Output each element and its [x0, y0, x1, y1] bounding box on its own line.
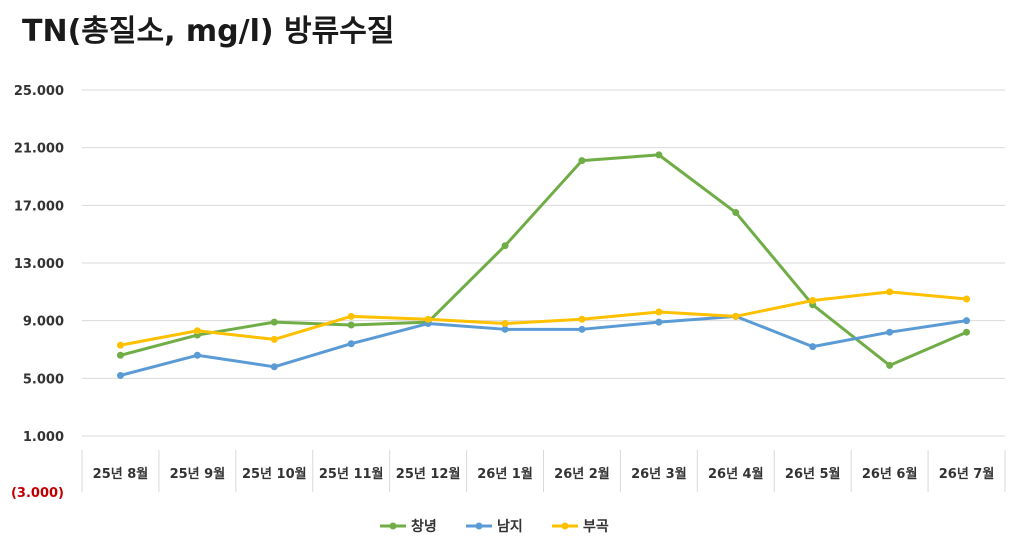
data-point [193, 327, 201, 335]
data-point [732, 312, 740, 320]
data-point [655, 151, 663, 159]
series-line [118, 314, 969, 377]
series-lines [116, 151, 971, 379]
x-tick-label: 25년 8월 [93, 466, 149, 482]
legend-label: 부곡 [583, 519, 609, 535]
y-tick-label: 25.000 [14, 84, 64, 99]
y-tick-label: 13.000 [14, 257, 64, 272]
data-point [578, 325, 586, 333]
legend: 창녕 남지 부곡 [380, 518, 609, 535]
data-point [963, 328, 971, 336]
data-point [578, 315, 586, 323]
data-point [809, 343, 817, 351]
data-point [501, 320, 509, 328]
x-tick-label: 26년 2월 [554, 466, 610, 482]
legend-label: 창녕 [411, 518, 437, 535]
x-axis-tick-labels: 25년 8월 25년 9월 25년 10월 25년 11월 25년 12월 26년 1월 2… [93, 466, 995, 482]
legend-label: 남지 [497, 518, 523, 535]
data-point [501, 325, 509, 333]
legend-item: 창녕 [380, 518, 437, 535]
data-point [886, 288, 894, 296]
data-point [886, 361, 894, 369]
data-point [578, 157, 586, 165]
y-tick-label: 9.000 [23, 315, 64, 330]
data-point [501, 242, 509, 250]
legend-item: 남지 [466, 518, 523, 535]
legend-swatch-marker [389, 522, 397, 530]
data-point [116, 341, 124, 349]
data-point [655, 318, 663, 326]
x-tick-label: 25년 9월 [170, 466, 226, 482]
x-tick-label: 26년 3월 [631, 466, 687, 482]
x-tick-label: 26년 4월 [708, 466, 764, 482]
grid-lines [81, 89, 1006, 492]
y-tick-label: 17.000 [14, 199, 64, 214]
data-point [809, 296, 817, 304]
data-point [886, 328, 894, 336]
data-point [347, 321, 355, 329]
legend-swatch-marker [475, 522, 483, 530]
y-tick-label: 21.000 [14, 142, 64, 157]
y-tick-label: 5.000 [23, 372, 64, 387]
data-point [347, 312, 355, 320]
x-tick-label: 26년 6월 [862, 466, 918, 482]
data-point [655, 308, 663, 316]
data-point [270, 363, 278, 371]
series-line [118, 290, 969, 347]
x-tick-label: 26년 7월 [939, 466, 995, 482]
series-3 [116, 288, 971, 349]
x-tick-label: 25년 10월 [242, 466, 307, 482]
chart-title: TN(총질소, mg/l) 방류수질 [22, 14, 394, 49]
series-line [118, 153, 969, 367]
legend-swatch-marker [561, 522, 569, 530]
x-tick-label: 25년 12월 [396, 466, 461, 482]
x-tick-label: 25년 11월 [319, 466, 384, 482]
data-point [732, 209, 740, 217]
series-1 [116, 151, 971, 369]
data-point [963, 317, 971, 325]
data-point [193, 351, 201, 359]
data-point [116, 371, 124, 379]
legend-item: 부곡 [552, 519, 609, 535]
y-tick-label: (3.000) [11, 486, 64, 501]
data-point [424, 315, 432, 323]
x-tick-label: 26년 1월 [477, 466, 533, 482]
data-point [270, 318, 278, 326]
x-tick-label: 26년 5월 [785, 466, 841, 482]
data-point [347, 340, 355, 348]
y-axis-tick-labels: 25.000 21.000 17.000 13.000 9.000 5.000 1.000 (… [11, 84, 64, 501]
y-tick-label: 1.000 [23, 430, 64, 445]
data-point [963, 295, 971, 303]
data-point [270, 335, 278, 343]
data-point [116, 351, 124, 359]
